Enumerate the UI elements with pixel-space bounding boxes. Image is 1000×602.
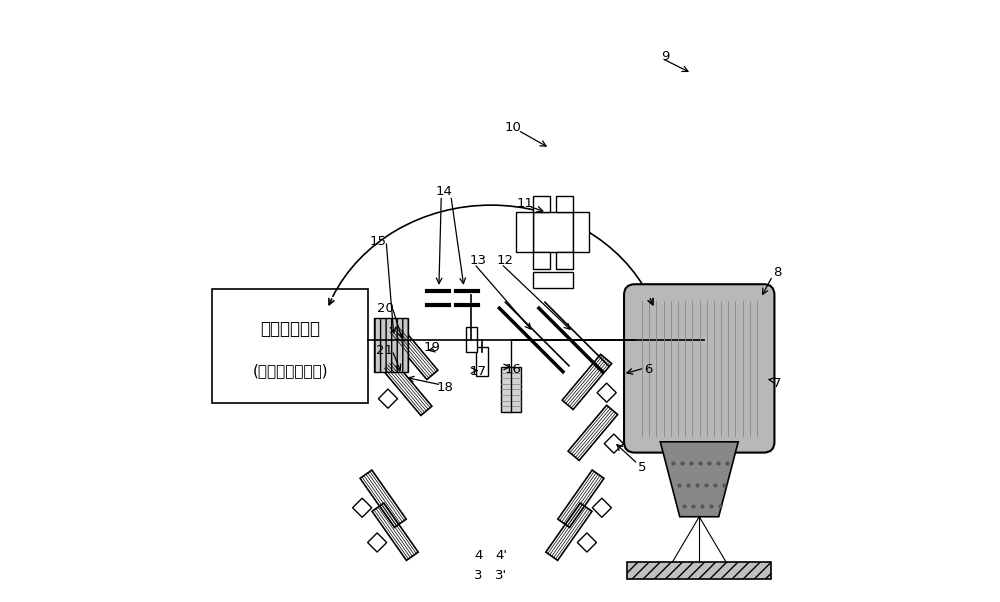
Text: 10: 10 [505, 121, 522, 134]
Text: 19: 19 [424, 341, 441, 353]
Bar [476, 347, 488, 376]
Text: 17: 17 [469, 365, 486, 378]
Text: 6: 6 [644, 364, 653, 376]
Text: 8: 8 [773, 265, 781, 279]
Text: 16: 16 [505, 363, 522, 376]
Bar [627, 562, 771, 579]
Text: 14: 14 [436, 185, 453, 199]
Text: 4: 4 [474, 549, 483, 562]
Text: 18: 18 [436, 382, 453, 394]
Bar [533, 252, 550, 268]
Polygon shape [660, 442, 738, 517]
Bar [533, 196, 550, 213]
Text: 15: 15 [369, 235, 386, 247]
Text: 3: 3 [474, 569, 483, 582]
Bar [573, 213, 589, 252]
Text: 12: 12 [496, 255, 513, 267]
Text: 4': 4' [495, 549, 507, 562]
Text: 5: 5 [638, 461, 647, 474]
Bar [533, 213, 573, 252]
Text: 13: 13 [469, 255, 486, 267]
Text: 20: 20 [377, 302, 393, 315]
Bar [533, 272, 573, 288]
Text: 3': 3' [495, 569, 507, 582]
Text: 11: 11 [517, 197, 534, 210]
Text: 飞秒激光光源: 飞秒激光光源 [260, 320, 320, 338]
Bar [501, 367, 521, 412]
Text: 21: 21 [376, 344, 393, 356]
Bar [466, 327, 477, 352]
Bar [374, 318, 408, 372]
Bar [556, 196, 573, 213]
Text: 9: 9 [661, 50, 670, 63]
Text: 7: 7 [773, 377, 781, 390]
Bar [556, 252, 573, 268]
Text: (四倍频四色波长): (四倍频四色波长) [252, 364, 328, 379]
Bar [212, 289, 368, 403]
Bar [516, 213, 533, 252]
FancyBboxPatch shape [624, 284, 774, 453]
